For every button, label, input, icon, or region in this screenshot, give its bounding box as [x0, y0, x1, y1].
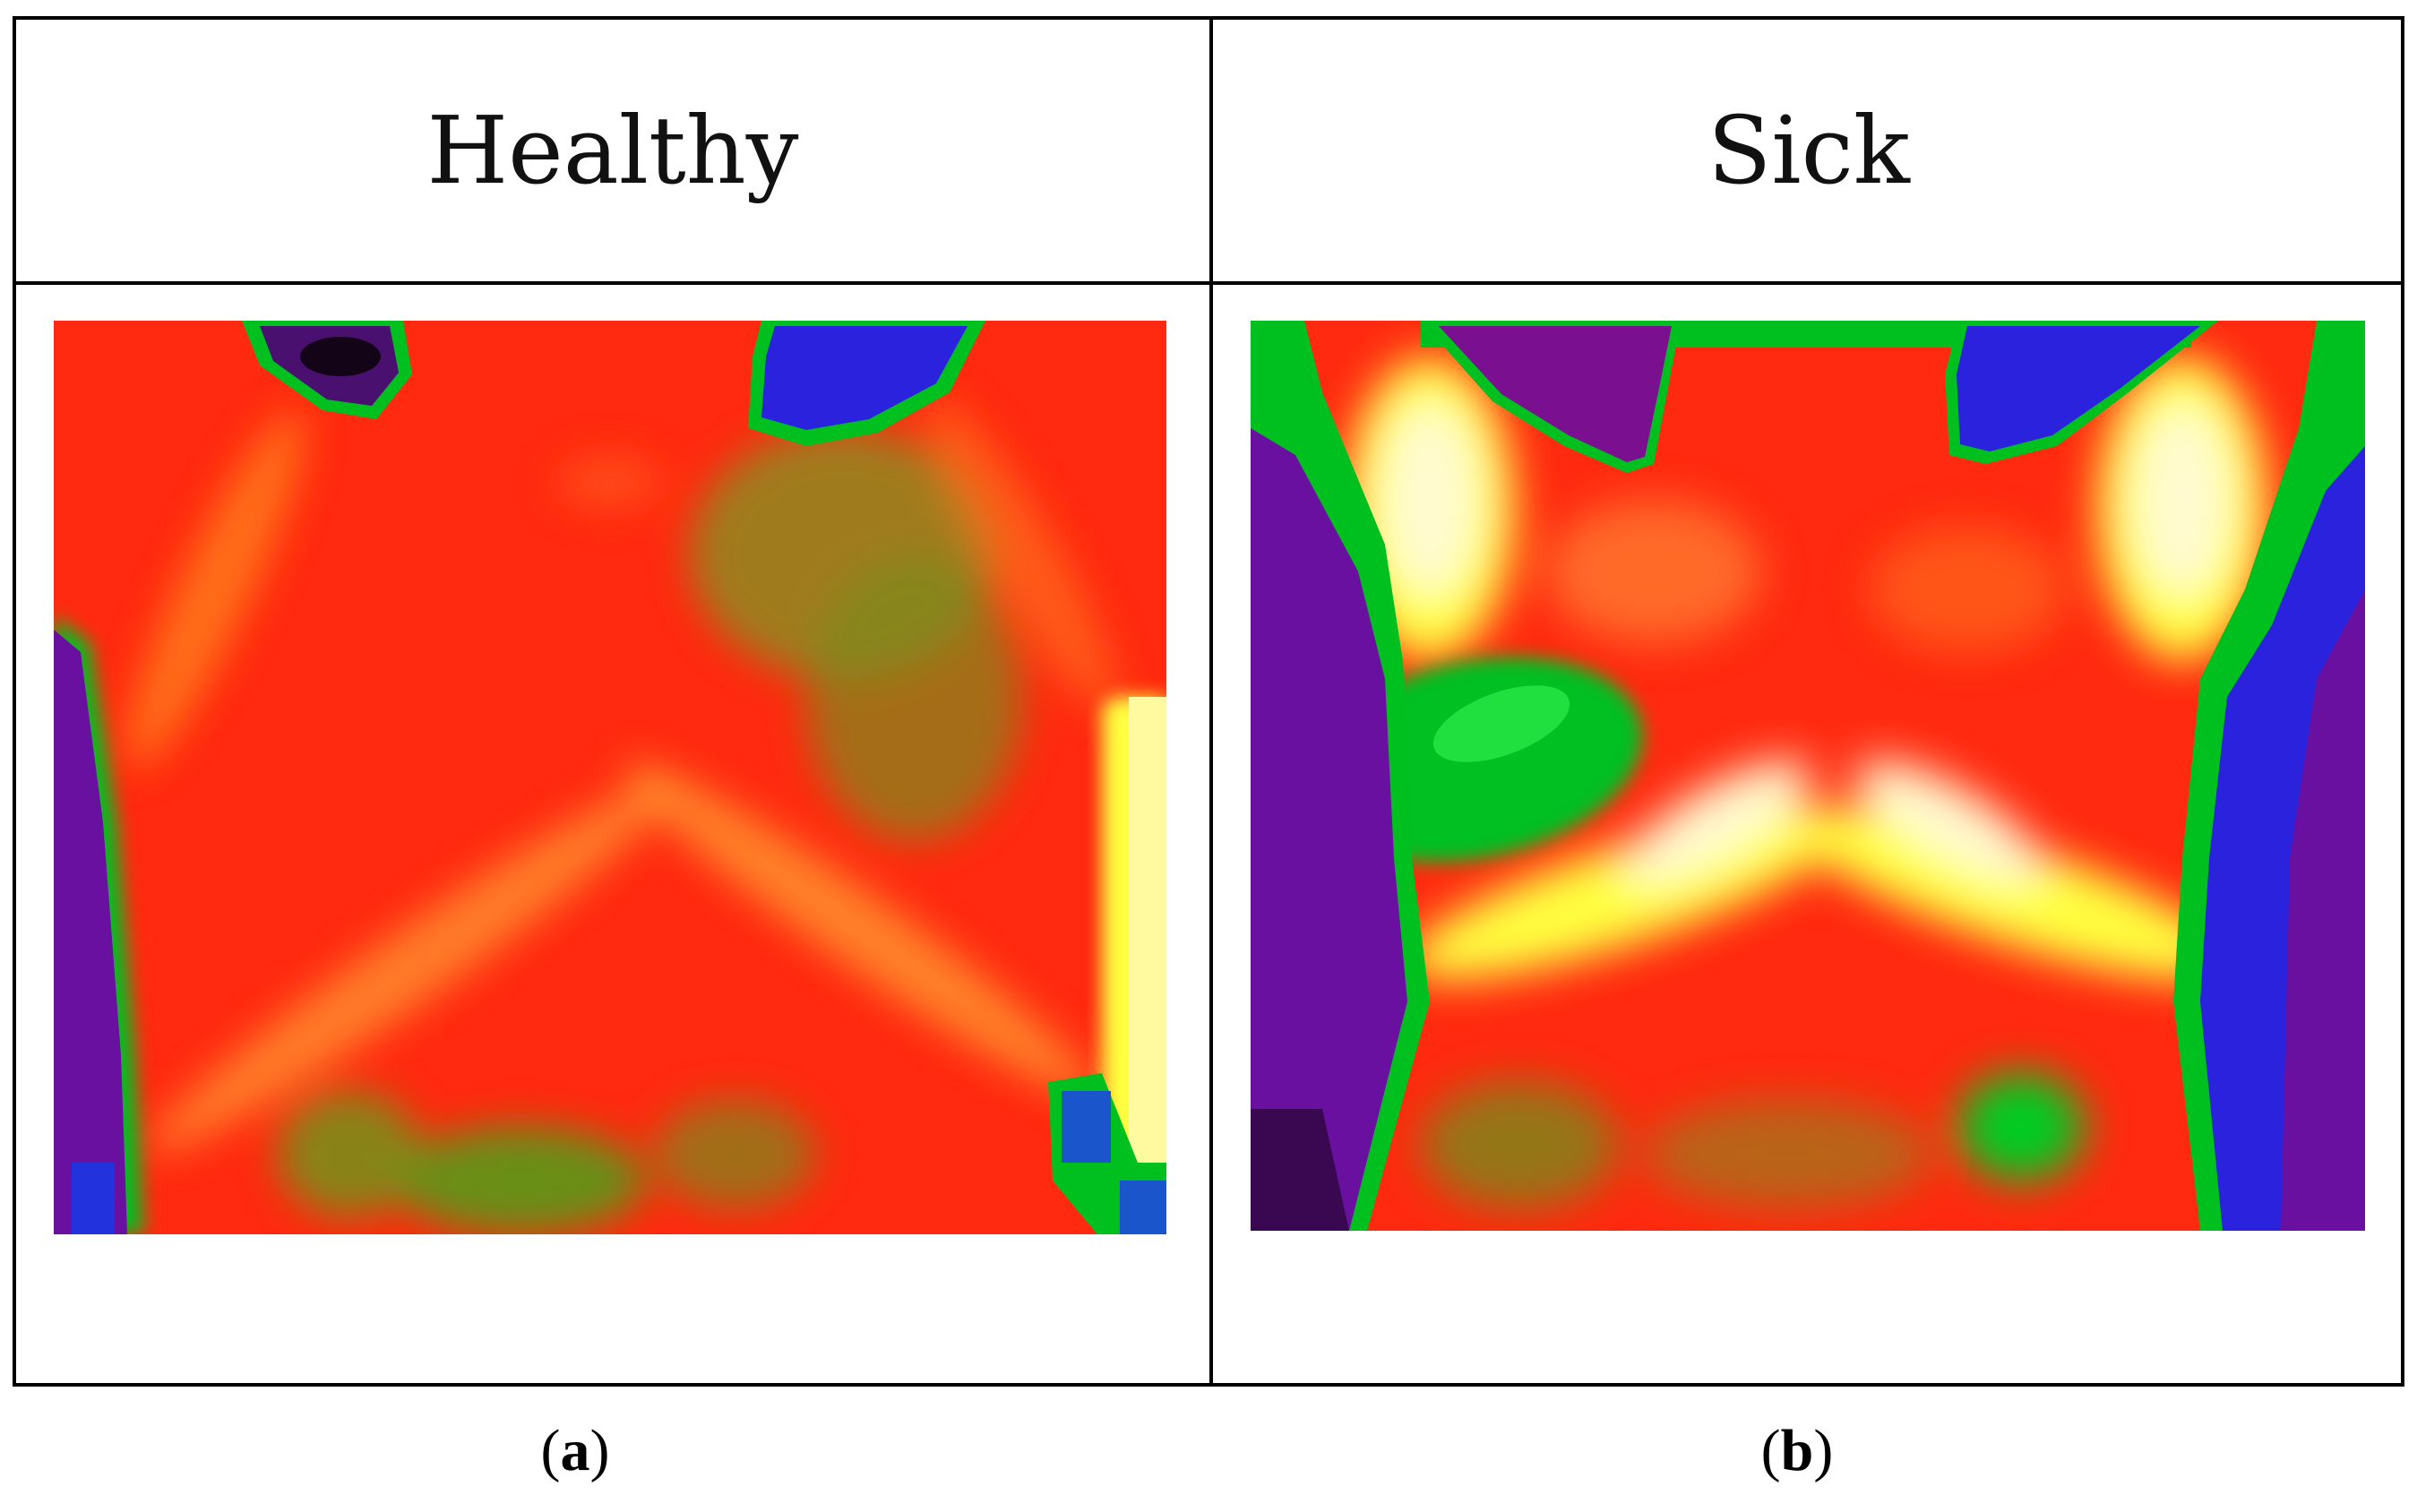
thermogram-sick: [1251, 321, 2365, 1231]
figure-table: Healthy Sick: [13, 16, 2404, 1387]
caption-b: (b): [1760, 1418, 1834, 1483]
thermogram-healthy: [54, 321, 1166, 1234]
caption-a-letter: a: [560, 1418, 590, 1483]
caption-a: (a): [540, 1418, 610, 1483]
column-divider: [1209, 20, 1213, 1383]
caption-b-letter: b: [1780, 1418, 1814, 1483]
header-sick: Sick: [1707, 96, 1910, 205]
header-healthy: Healthy: [426, 96, 799, 205]
row-divider: [16, 281, 2401, 285]
